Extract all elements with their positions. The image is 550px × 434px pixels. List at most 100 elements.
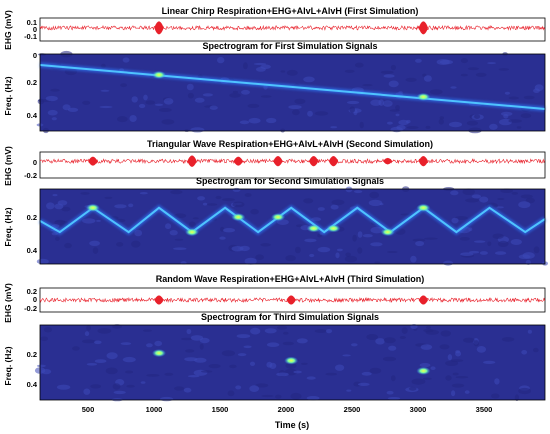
spectrogram-texture (146, 374, 160, 377)
spectrogram-texture (54, 203, 64, 210)
spectrogram-texture (383, 74, 395, 78)
spectrogram-texture (231, 246, 244, 252)
spectrogram-texture (82, 339, 96, 344)
panel-1-series (39, 21, 545, 35)
panel-1-title: Linear Chirp Respiration+EHG+AlvL+AlvH (… (162, 6, 419, 16)
spectrogram-texture (72, 346, 80, 351)
spectrogram-texture (173, 247, 187, 250)
panel-2-axes (39, 53, 546, 132)
spectrogram-texture (188, 221, 196, 228)
ehg-burst-7 (418, 156, 429, 167)
spectrogram-texture (56, 384, 71, 390)
spectrogram-texture (304, 238, 317, 243)
spectrogram-texture (426, 326, 431, 329)
spectrogram-texture (128, 203, 134, 208)
spectrogram-texture (174, 238, 184, 241)
spectrogram-texture (374, 261, 381, 264)
spectrogram-texture (243, 62, 248, 70)
ehg-burst-1 (187, 155, 197, 167)
spectrogram-texture (497, 198, 505, 200)
panel-1-ytick-0: 0.1 (27, 18, 37, 27)
ehg-burst-5 (328, 156, 339, 167)
spectrogram-texture (202, 93, 213, 97)
spectrogram-texture (415, 240, 425, 247)
spectrogram-texture (450, 86, 457, 89)
spectrogram-texture (508, 119, 522, 123)
spectrogram-texture (154, 103, 164, 107)
spectrogram-texture (295, 246, 301, 254)
panel-6-axes (39, 324, 546, 401)
spectrogram-texture (250, 208, 259, 215)
spectrogram-texture (336, 248, 343, 252)
panel-1-ylabel: EHG (mV) (3, 10, 13, 50)
spectrogram-texture (51, 117, 57, 121)
spectrogram-texture (314, 111, 329, 116)
spectrogram-texture (47, 109, 58, 116)
spectrogram-texture (54, 220, 65, 223)
spectrogram-texture (469, 250, 480, 254)
spectrogram-texture (424, 237, 438, 240)
spectrogram-texture (325, 329, 333, 334)
panel-5-series (39, 295, 545, 305)
spectrogram-texture (335, 364, 345, 371)
spectrogram-texture (266, 342, 280, 348)
spectrogram-texture (275, 394, 282, 399)
spectrogram-texture (452, 372, 459, 376)
spectrogram-texture (516, 126, 522, 129)
spectrogram-texture (448, 121, 463, 128)
spectrogram-texture (420, 344, 433, 350)
spectrogram-texture (415, 58, 422, 63)
panel-4-axes (39, 188, 546, 265)
spectrogram-texture (80, 192, 90, 195)
spectrogram-texture (180, 261, 187, 265)
spectrogram-texture (126, 384, 135, 388)
spectrogram-texture (379, 203, 384, 206)
spectrogram-texture (475, 72, 487, 77)
spectrogram-texture (197, 196, 206, 201)
panel-4-marks (36, 186, 548, 266)
spectrogram-texture (362, 234, 373, 238)
energy-spot-1 (416, 92, 431, 101)
spectrogram-texture (395, 105, 400, 111)
panel-5-ytick-0: 0.2 (27, 287, 37, 296)
spectrogram-texture (501, 337, 515, 342)
spectrogram-texture (423, 377, 432, 380)
spectrogram-texture (331, 199, 345, 206)
spectrogram-texture (410, 255, 417, 263)
spectrogram-texture (430, 89, 443, 95)
spectrogram-texture (202, 202, 208, 206)
spectrogram-texture (219, 236, 226, 240)
spectrogram-texture (221, 350, 235, 357)
spectrogram-texture (52, 194, 58, 197)
spectrogram-texture (520, 194, 533, 199)
spectrogram-texture (94, 340, 102, 345)
energy-spot-6 (380, 228, 395, 237)
spectrogram-texture (36, 364, 46, 368)
ehg-burst-4 (308, 156, 319, 167)
panel-6-ylabel: Freq. (Hz) (3, 346, 13, 385)
spectrogram-texture (222, 198, 235, 202)
spectrogram-texture (408, 386, 417, 391)
spectrogram-texture (260, 95, 272, 98)
panel-1-signal: Linear Chirp Respiration+EHG+AlvL+AlvH (… (3, 6, 546, 50)
spectrogram-texture (419, 363, 431, 368)
panel-2-ytick-0: 0 (33, 51, 37, 60)
spectrogram-texture (309, 253, 315, 258)
spectrogram-texture (330, 204, 339, 210)
spectrogram-texture (491, 393, 500, 399)
panel-5-ylabel: EHG (mV) (3, 283, 13, 323)
panel-2-ylabel: Freq. (Hz) (3, 76, 13, 115)
spectrogram-texture (355, 62, 364, 68)
spectrogram-texture (344, 69, 355, 73)
spectrogram-texture (351, 343, 358, 347)
ehg-burst-2 (418, 295, 429, 305)
panel-2-ytick-2: 0.4 (27, 111, 38, 120)
spectrogram-texture (494, 378, 500, 385)
spectrogram-texture (44, 327, 52, 333)
spectrogram-texture (494, 251, 507, 255)
spectrogram-texture (117, 116, 128, 123)
spectrogram-texture (244, 193, 252, 197)
spectrogram-texture (354, 190, 363, 194)
spectrogram-texture (83, 388, 91, 395)
spectrogram-texture (467, 67, 479, 71)
